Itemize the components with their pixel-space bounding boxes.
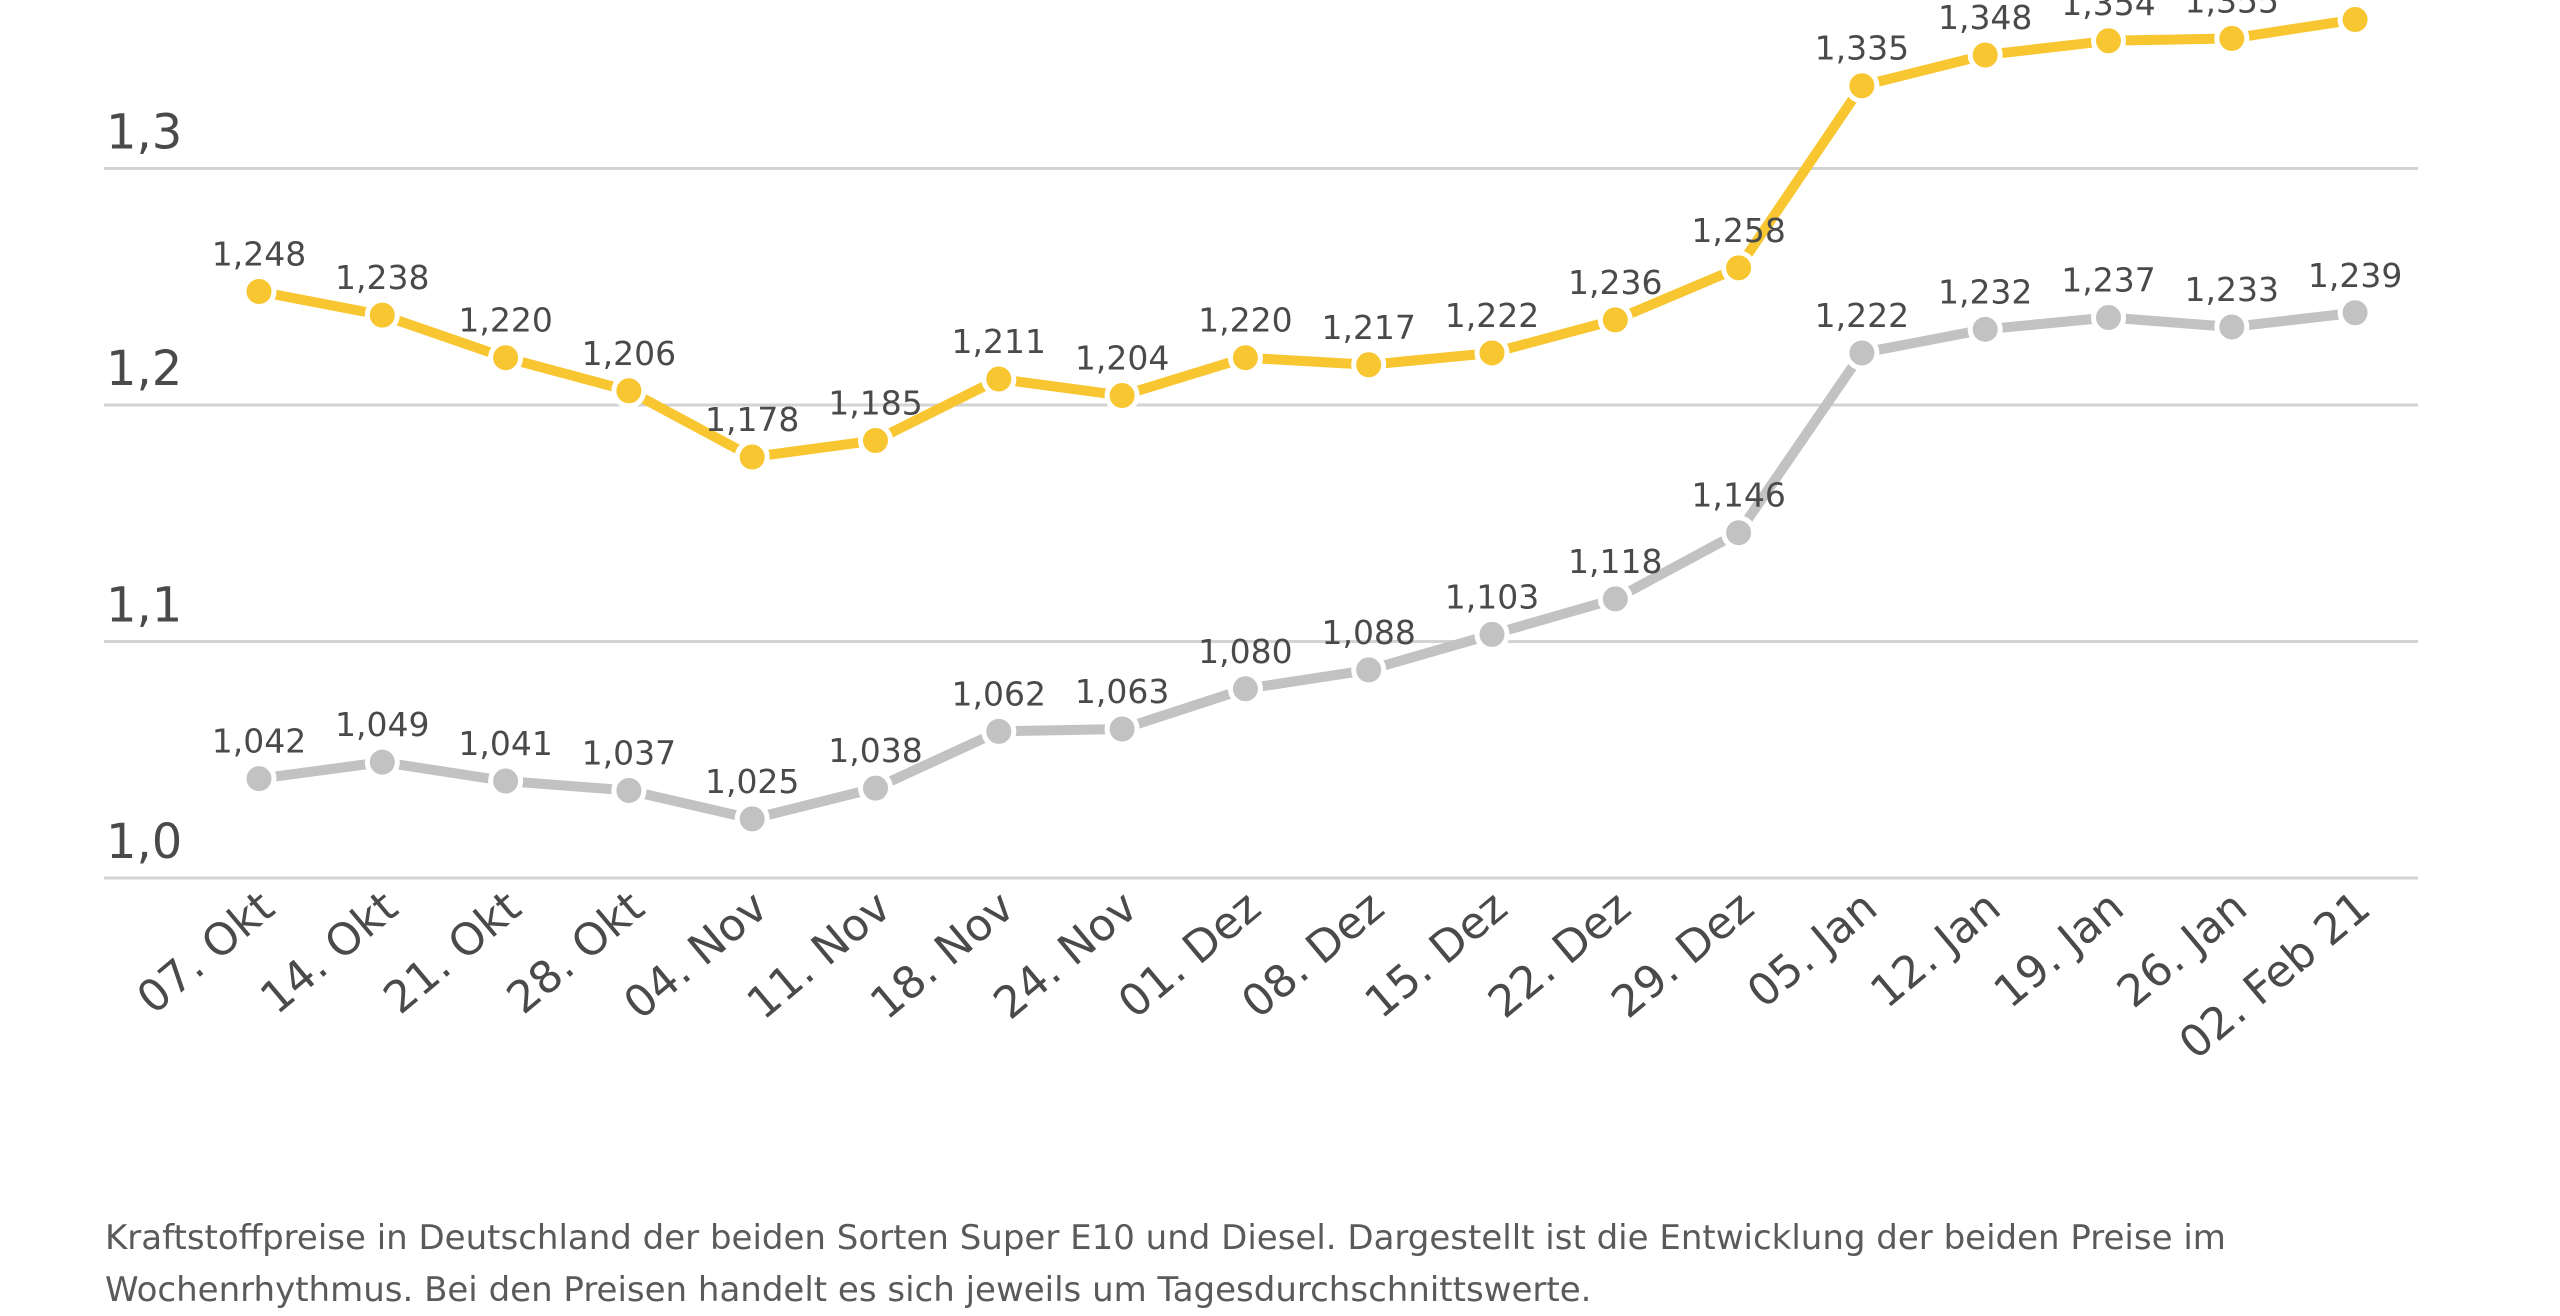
series-diesel: 1,042 1,049 1,041 1,037 1,025 1,038 1,062 1,063… <box>212 256 2402 837</box>
data-label: 1,042 <box>212 722 306 761</box>
data-label: 1,146 <box>1691 476 1785 515</box>
data-point <box>2337 2 2373 38</box>
y-tick-label: 1,0 <box>106 814 182 870</box>
data-label: 1,080 <box>1198 632 1292 671</box>
data-point <box>858 422 893 458</box>
data-point <box>1721 515 1757 551</box>
fuel-price-line-chart: 1,01,11,21,3 1,042 1,049 1,041 1,0371,0251,… <box>104 0 2418 1069</box>
data-point <box>1474 335 1510 371</box>
x-tick-label: 14. Okt <box>251 881 407 1024</box>
data-point <box>1844 68 1880 104</box>
data-label: 1,037 <box>582 733 676 772</box>
y-tick-label: 1,3 <box>106 105 182 161</box>
series-super-e10: 1,248 1,238 1,220 1,206 1,178 1,185 1,211 1,204… <box>212 0 2373 475</box>
data-point <box>241 761 277 797</box>
data-point <box>1227 671 1263 707</box>
data-label: 1,088 <box>1321 613 1415 652</box>
data-point <box>2214 20 2250 56</box>
data-point <box>1721 250 1757 286</box>
data-label: 1,258 <box>1691 211 1785 250</box>
data-point <box>1967 311 2003 347</box>
data-point <box>2091 299 2126 335</box>
data-label: 1,248 <box>212 234 306 273</box>
data-point <box>1474 616 1510 652</box>
data-point <box>2091 23 2126 59</box>
x-tick-label: 07. Okt <box>128 881 284 1024</box>
data-point <box>1104 711 1140 747</box>
x-tick-label: 21. Okt <box>374 881 530 1024</box>
data-point <box>364 297 400 333</box>
data-label: 1,233 <box>2185 270 2279 309</box>
data-label: 1,232 <box>1938 272 2032 311</box>
data-point <box>1351 652 1387 688</box>
data-label: 1,041 <box>458 724 552 763</box>
data-point <box>488 340 524 376</box>
data-label: 1,049 <box>335 705 429 744</box>
data-label: 1,348 <box>1938 0 2032 37</box>
data-label: 1,204 <box>1075 339 1169 378</box>
data-point <box>858 770 893 806</box>
data-label: 1,063 <box>1075 672 1169 711</box>
data-point <box>241 273 277 309</box>
data-point <box>1351 347 1387 383</box>
y-tick-label: 1,1 <box>106 578 182 634</box>
data-label: 1,222 <box>1445 296 1539 335</box>
data-label: 1,239 <box>2308 256 2402 295</box>
data-point <box>981 361 1017 397</box>
data-label: 1,220 <box>458 301 552 340</box>
data-point <box>734 439 770 475</box>
data-point <box>2337 295 2373 331</box>
data-label: 1,354 <box>2061 0 2155 23</box>
data-point <box>611 772 647 808</box>
series: 1,042 1,049 1,041 1,037 1,025 1,038 1,062 1,063… <box>212 0 2402 837</box>
data-label: 1,118 <box>1568 542 1662 581</box>
data-point <box>1597 581 1633 617</box>
series-line <box>258 307 2356 824</box>
data-label: 1,038 <box>828 731 922 770</box>
data-label: 1,220 <box>1198 301 1292 340</box>
data-point <box>2214 309 2250 345</box>
data-label: 1,103 <box>1445 577 1539 616</box>
data-point <box>734 801 770 837</box>
data-point <box>1597 302 1633 338</box>
caption-line-2: Wochenrhythmus. Bei den Preisen handelt … <box>105 1270 1592 1310</box>
x-tick-label: 05. Jan <box>1738 881 1887 1018</box>
data-point <box>488 763 524 799</box>
data-label: 1,185 <box>828 383 922 422</box>
data-point <box>611 373 647 409</box>
data-point <box>364 744 400 780</box>
data-point <box>981 713 1017 749</box>
data-label: 1,238 <box>335 258 429 297</box>
data-label: 1,217 <box>1321 308 1415 347</box>
data-label: 1,178 <box>705 400 799 439</box>
data-label: 1,206 <box>582 334 676 373</box>
data-label: 1,236 <box>1568 263 1662 302</box>
data-label: 1,025 <box>705 762 799 801</box>
data-label: 1,335 <box>1815 29 1909 68</box>
x-tick-label: 12. Jan <box>1861 881 2010 1018</box>
data-point <box>1844 335 1880 371</box>
data-point <box>1104 378 1140 414</box>
chart-caption: Kraftstoffpreise in Deutschland der beid… <box>105 1212 2505 1316</box>
data-label: 1,211 <box>952 322 1046 361</box>
data-label: 1,237 <box>2061 260 2155 299</box>
data-label: 1,222 <box>1815 296 1909 335</box>
data-label: 1,062 <box>952 674 1046 713</box>
data-point <box>1967 37 2003 73</box>
gridlines <box>104 167 2418 880</box>
data-label: 1,355 <box>2185 0 2279 20</box>
caption-line-1: Kraftstoffpreise in Deutschland der beid… <box>105 1218 2226 1258</box>
data-point <box>1227 340 1263 376</box>
y-tick-label: 1,2 <box>106 341 182 397</box>
series-line <box>258 14 2356 463</box>
x-tick-label: 29. Dez <box>1602 881 1763 1028</box>
x-tick-label: 19. Jan <box>1985 881 2134 1018</box>
y-axis-labels: 1,0 1,1 1,2 1,3 <box>106 105 182 871</box>
